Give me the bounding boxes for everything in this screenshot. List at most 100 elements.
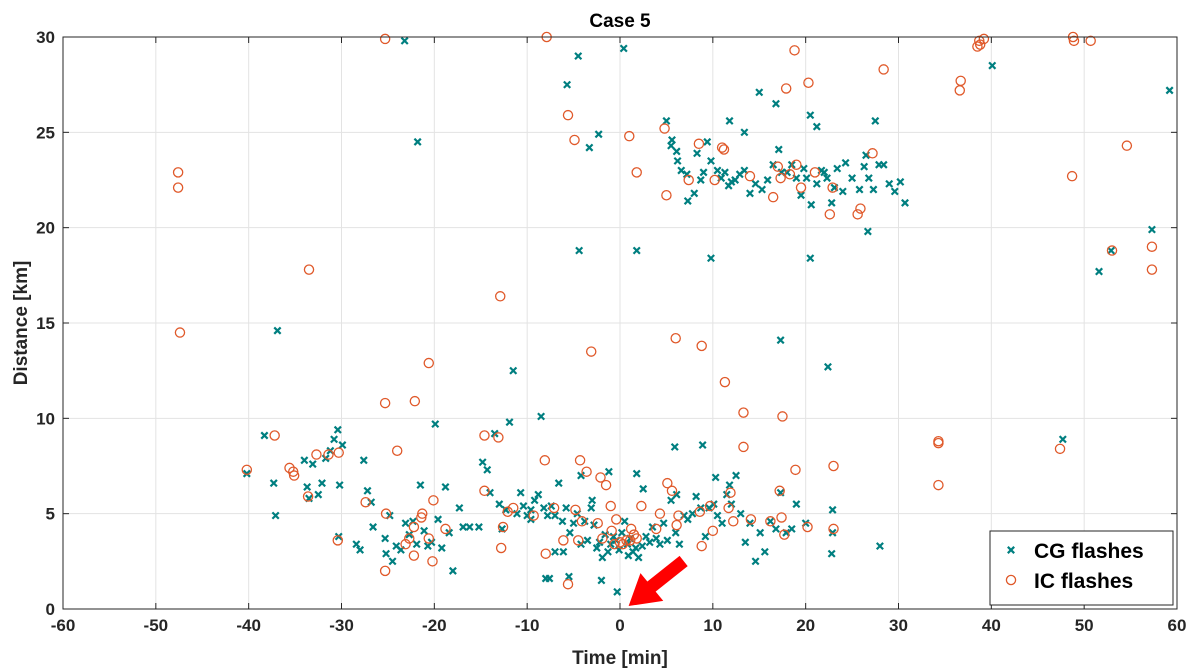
marker-stroke <box>740 128 749 137</box>
ic-flash-point <box>662 477 673 489</box>
ic-flash-point <box>867 148 878 159</box>
ic-flash-point <box>704 500 716 512</box>
marker-stroke <box>604 467 613 476</box>
cg-flash-point <box>645 538 654 547</box>
x-tick-label: 0 <box>615 616 624 635</box>
cg-flash-point <box>663 536 672 545</box>
cg-flash-point <box>799 164 808 173</box>
ic-flash-point <box>558 535 569 546</box>
legend-label-cg: CG flashes <box>1034 540 1144 563</box>
ic-flash-point <box>311 449 322 460</box>
marker-stroke <box>413 137 422 146</box>
cg-flash-point <box>583 536 592 545</box>
cg-flash-point <box>797 191 806 200</box>
cg-flash-point <box>875 542 884 551</box>
cg-flash-point <box>314 490 323 499</box>
cg-flash-point <box>812 122 821 131</box>
cg-flash-point <box>367 498 376 507</box>
cg-flash-point <box>838 187 847 196</box>
x-tick-label: -50 <box>144 616 169 635</box>
cg-flash-point <box>597 576 606 585</box>
ic-flash-point <box>408 521 420 533</box>
cg-flash-point <box>271 511 280 520</box>
marker-stroke <box>864 174 873 183</box>
ic-flash-point <box>780 83 792 94</box>
cg-flash-point <box>624 551 633 560</box>
ic-flash-point <box>576 516 588 527</box>
cg-flash-point <box>632 246 641 255</box>
ic-flash-point <box>539 455 551 466</box>
legend-box <box>989 530 1174 606</box>
ic-flash-point <box>1068 35 1080 47</box>
ic-flash-point <box>828 523 839 535</box>
marker-stroke <box>692 492 701 501</box>
marker-stroke <box>505 418 514 427</box>
ic-flash-point <box>562 578 574 590</box>
cg-flash-point <box>673 156 682 165</box>
cg-flash-point <box>459 523 468 531</box>
ic-flash-point <box>333 447 344 458</box>
cg-flash-point <box>577 471 585 480</box>
cg-flash-point <box>652 534 661 543</box>
marker-stroke <box>642 532 650 541</box>
ic-flash-point <box>323 449 334 460</box>
marker-stroke <box>441 482 450 491</box>
cg-flash-point <box>551 547 559 556</box>
marker-stroke <box>833 164 842 173</box>
ic-flash-point <box>631 167 642 178</box>
cg-flash-point <box>465 523 474 531</box>
marker-stroke <box>741 538 750 547</box>
x-axis-label: Time [min] <box>572 648 668 669</box>
marker-stroke <box>639 484 648 493</box>
cg-flash-point <box>437 544 446 552</box>
cg-flash-point <box>863 227 872 236</box>
marker-stroke <box>594 130 603 139</box>
ic-flash-point <box>572 535 584 546</box>
cg-flash-point <box>564 572 573 581</box>
ic-flash-point <box>738 407 749 418</box>
marker-stroke <box>787 524 796 533</box>
marker-stroke <box>756 528 765 537</box>
marker-stroke <box>569 519 578 528</box>
ic-flash-point <box>624 130 635 142</box>
ic-flash-point <box>828 460 839 472</box>
legend-marker-x <box>1007 546 1015 554</box>
ic-flash-point <box>581 466 592 477</box>
ic-flash-point <box>440 523 451 535</box>
ic-flash-point <box>380 508 392 519</box>
marker-stroke <box>667 496 676 505</box>
marker-stroke <box>369 523 378 531</box>
ic-flash-point <box>1146 264 1158 275</box>
cg-flash-point <box>619 44 628 53</box>
ic-flash-point <box>650 523 662 535</box>
ic-flash-point <box>404 533 415 544</box>
marker-stroke <box>603 547 612 556</box>
marker-stroke <box>359 456 368 465</box>
ic-flash-point <box>379 397 391 409</box>
cg-flash-point <box>559 547 568 556</box>
x-tick-label: -20 <box>422 616 447 635</box>
cg-flash-point <box>1095 267 1103 276</box>
data-points <box>172 31 1174 596</box>
ic-flash-point <box>791 159 802 170</box>
marker-stroke <box>638 542 647 551</box>
ic-flash-point <box>497 521 509 533</box>
ic-flash-point <box>670 333 681 344</box>
marker-stroke <box>677 166 686 175</box>
cg-flash-point <box>303 482 312 491</box>
marker-stroke <box>672 147 681 156</box>
y-tick-label: 5 <box>46 505 55 524</box>
ic-flash-point <box>493 432 504 443</box>
legend-marker-ic <box>1005 574 1017 586</box>
ic-flash-point <box>707 525 719 537</box>
marker-stroke <box>260 431 269 440</box>
y-axis-label: Distance [km] <box>11 261 32 386</box>
cg-flash-point <box>823 362 832 371</box>
cg-flash-point <box>242 469 251 478</box>
marker-stroke <box>412 540 421 549</box>
marker-stroke <box>551 511 559 520</box>
marker-stroke <box>797 191 806 200</box>
marker-stroke <box>1058 435 1067 444</box>
marker-stroke <box>575 246 584 255</box>
cg-flash-point <box>575 246 584 255</box>
